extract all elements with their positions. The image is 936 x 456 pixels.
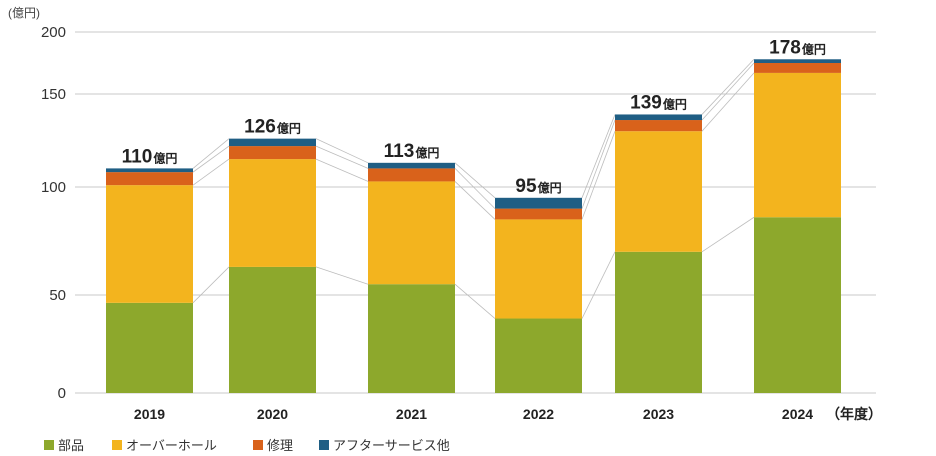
y-tick-label-50: 50 [49,287,66,304]
series-line-repair-2020-2021 [315,145,369,169]
series-line-parts-2019-2020 [192,266,230,304]
x-tick-label-2021: 2021 [396,406,427,422]
total-value-2022: 95 [515,176,537,197]
bar-segment-overhaul-2024 [754,72,841,218]
bar-segment-parts-2023 [615,251,702,393]
total-value-2019: 110 [122,146,153,167]
x-tick-label-2023: 2023 [643,406,674,422]
bar-segment-after-service-other-2022 [495,197,582,209]
bar-segment-repair-2019 [106,172,193,186]
legend-item-after-service-other: アフターサービス他 [319,438,450,453]
bar-segment-repair-2022 [495,208,582,220]
bar-segment-after-service-other-2020 [229,138,316,147]
legend-item-parts: 部品 [44,438,84,453]
series-line-parts-2020-2021 [315,266,369,285]
legend-label-overhaul: オーバーホール [126,438,217,453]
legend-swatch-repair [253,440,263,450]
bar-segment-after-service-other-2021 [368,162,455,169]
total-label-2022: 95億円 [515,176,561,197]
series-line-overhaul-2023-2024 [701,72,755,132]
series-line-after-service-other-2019-2020 [192,138,230,169]
x-axis-unit-label: （年度） [826,406,882,422]
total-unit-2022: 億円 [538,180,562,195]
legend-item-overhaul: オーバーホール [112,438,217,453]
series-line-after-service-other-2021-2022 [454,162,496,199]
legend-label-repair: 修理 [267,438,293,453]
total-unit-2023: 億円 [663,96,687,111]
series-line-parts-2021-2022 [454,283,496,319]
series-line-parts-2023-2024 [701,216,755,253]
bar-segment-overhaul-2020 [229,159,316,267]
y-tick-label-0: 0 [58,385,66,402]
series-line-after-service-other-2023-2024 [701,59,755,115]
legend-swatch-overhaul [112,440,122,450]
legend-swatch-parts [44,440,54,450]
total-value-2020: 126 [244,117,276,138]
series-line-overhaul-2020-2021 [315,158,369,182]
series-line-overhaul-2019-2020 [192,158,230,186]
legend-label-parts: 部品 [58,438,84,453]
legend-label-after-service-other: アフターサービス他 [333,438,450,453]
series-line-overhaul-2022-2023 [581,131,616,220]
bar-segment-after-service-other-2023 [615,114,702,121]
legend: 部品 オーバーホール 修理 アフターサービス他 [44,438,450,453]
y-tick-label-150: 150 [41,86,66,103]
x-tick-label-2019: 2019 [134,406,165,422]
total-unit-2021: 億円 [415,145,439,160]
bar-segment-repair-2021 [368,168,455,182]
total-unit-2019: 億円 [153,150,177,165]
bar-segment-parts-2024 [754,217,841,393]
bar-segment-after-service-other-2024 [754,59,841,63]
bar-segment-repair-2020 [229,146,316,160]
total-label-2020: 126億円 [244,117,301,138]
bar-segment-overhaul-2019 [106,185,193,303]
bar-segment-parts-2020 [229,266,316,393]
bar-segment-after-service-other-2019 [106,168,193,173]
total-label-2024: 178億円 [769,37,826,58]
bars [106,59,841,393]
total-unit-2020: 億円 [277,121,301,136]
y-axis-unit-label: (億円) [8,6,40,20]
bar-segment-repair-2023 [615,120,702,132]
series-lines [192,59,755,319]
y-tick-label-200: 200 [41,24,66,41]
legend-item-repair: 修理 [253,438,293,453]
total-label-2023: 139億円 [630,92,687,113]
x-tick-label-2020: 2020 [257,406,288,422]
series-line-repair-2019-2020 [192,145,230,173]
bar-segment-overhaul-2021 [368,181,455,285]
series-line-repair-2023-2024 [701,62,755,121]
series-line-after-service-other-2022-2023 [581,114,616,198]
series-line-overhaul-2021-2022 [454,181,496,220]
bar-segment-overhaul-2022 [495,219,582,319]
legend-swatch-after-service-other [319,440,329,450]
bar-segment-repair-2024 [754,63,841,73]
total-label-2021: 113億円 [384,141,440,162]
total-value-2021: 113 [384,141,415,162]
total-value-2024: 178 [769,37,801,58]
bar-segment-parts-2021 [368,284,455,393]
series-line-parts-2022-2023 [581,251,616,319]
x-tick-label-2022: 2022 [523,406,554,422]
bar-segment-overhaul-2023 [615,131,702,252]
x-tick-label-2024: 2024 [782,406,813,422]
chart-labels: 050100150200(億円)2019110億円2020126億円202111… [8,6,882,422]
series-line-after-service-other-2020-2021 [315,138,369,164]
series-line-repair-2021-2022 [454,168,496,209]
bar-segment-parts-2019 [106,302,193,393]
gridlines [75,31,876,394]
total-value-2023: 139 [630,92,662,113]
total-unit-2024: 億円 [802,41,826,56]
series-line-repair-2022-2023 [581,119,616,209]
total-label-2019: 110億円 [122,146,178,167]
y-tick-label-100: 100 [41,179,66,196]
bar-segment-parts-2022 [495,318,582,393]
